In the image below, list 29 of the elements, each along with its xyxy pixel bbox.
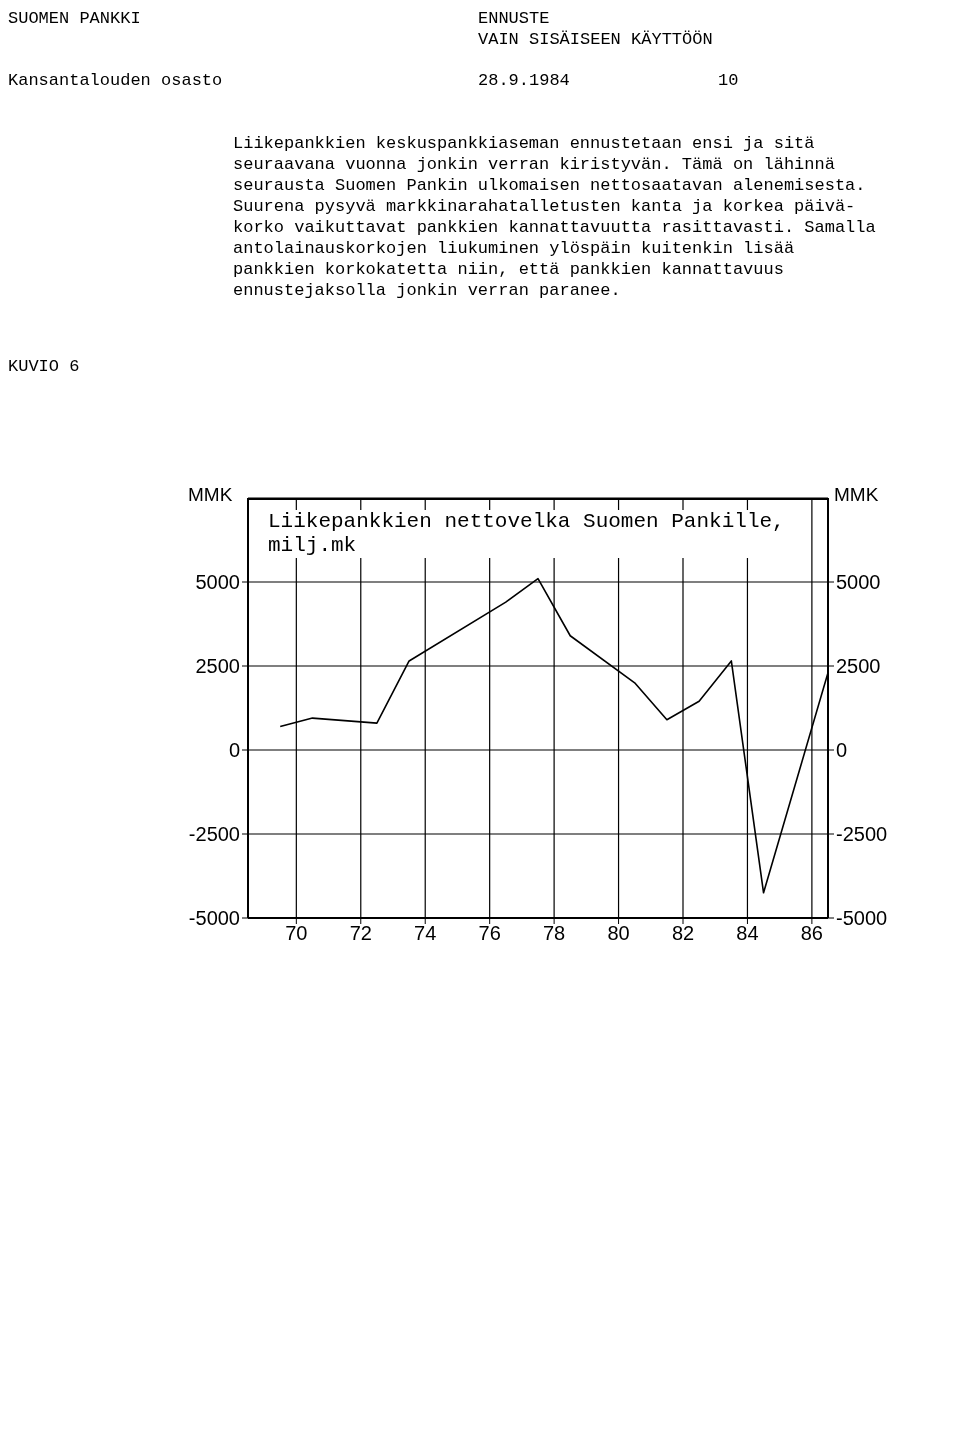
text: Liikepankkien nettovelka Suomen Pankille, milj.mk [268, 510, 785, 558]
x-tick-label: 82 [671, 922, 695, 945]
x-tick-label: 74 [414, 922, 437, 945]
text: SUOMEN PANKKI [8, 8, 141, 29]
y2-tick-label: -2500 [836, 823, 888, 846]
text: ENNUSTE VAIN SISÄISEEN KÄYTTÖÖN [478, 8, 713, 50]
y-tick-label: -2500 [188, 823, 240, 846]
y2-tick-label: 5000 [836, 571, 881, 594]
x-tick-label: 84 [736, 922, 759, 945]
y2-axis-title: MMK [834, 484, 879, 506]
y2-tick-label: -5000 [836, 907, 888, 930]
x-tick-label: 78 [542, 922, 566, 945]
text: KUVIO 6 [8, 356, 80, 377]
text: 28.9.1984 [478, 70, 570, 91]
x-tick-label: 86 [800, 922, 824, 945]
text: Kansantalouden osasto [8, 70, 223, 91]
x-tick-label: 80 [607, 922, 630, 945]
text: 10 [718, 70, 739, 91]
y-tick-label: 0 [228, 739, 240, 762]
x-tick-label: 76 [478, 922, 501, 945]
y-axis-title: MMK [188, 484, 233, 506]
x-tick-label: 72 [349, 922, 372, 945]
x-tick-label: 70 [285, 922, 308, 945]
y2-tick-label: 2500 [836, 655, 881, 678]
y2-tick-label: 0 [836, 739, 848, 762]
text: Liikepankkien keskuspankkiaseman ennustetaan ensi ja sitä seuraavana vuonna jonkin verran kiristyvän. Tämä on lähinnä seurausta Suomen Pankin ulkomaisen nettosaatavan alenemisesta. Suurena pysyvä markkinarahatalletusten kanta ja korkea päivä- korko vaikuttavat pankkien kannattavuutta rasittavasti. Samalla antolainauskorkojen liukuminen ylöspäin kuitenkin lisää pankkien korkokatetta niin, että pankkien kannattavuus ennustejaksolla jonkin verran paranee. [233, 133, 876, 301]
y-tick-label: 2500 [195, 655, 240, 678]
y-tick-label: -5000 [188, 907, 240, 930]
y-tick-label: 5000 [195, 571, 240, 594]
